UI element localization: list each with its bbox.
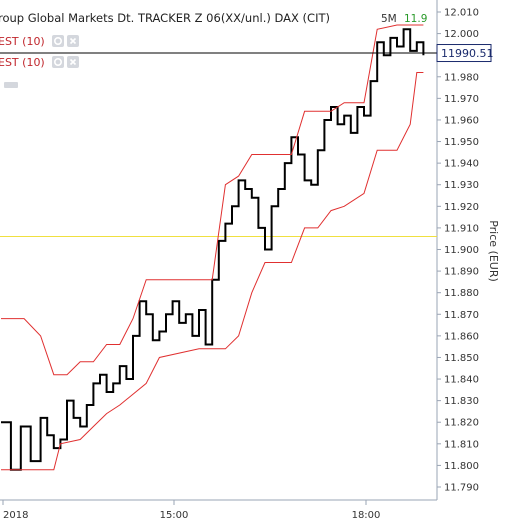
y-tick-label: 11.970 [444, 94, 479, 105]
legend-row-1: EST (10) [0, 35, 79, 48]
price-flag: 11990.51 [436, 44, 494, 63]
chart-title: roup Global Markets Dt. TRACKER Z 06(XX/… [0, 11, 330, 25]
y-tick-label: 11.800 [444, 461, 479, 472]
x-axis-ticks: 2018 15:00 18:00 [2, 500, 381, 521]
change-value: 11.9 [404, 13, 427, 25]
y-tick-label: 11.810 [444, 439, 479, 450]
y-tick-label: 11.950 [444, 137, 479, 148]
settings-icon[interactable] [52, 56, 64, 68]
y-tick-label: 11.870 [444, 310, 479, 321]
close-icon[interactable] [67, 35, 79, 47]
y-tick-label: 11.930 [444, 180, 479, 191]
y-tick-label: 11.980 [444, 72, 479, 83]
x-tick-label: 18:00 [352, 510, 381, 521]
x-tick-label: 15:00 [160, 510, 189, 521]
legend-label-1: EST (10) [0, 35, 45, 48]
lower-band-series-line [1, 72, 424, 471]
price-flag-box [436, 44, 492, 63]
y-tick-label: 11.900 [444, 245, 479, 256]
y-tick-label: 11.940 [444, 159, 479, 170]
y-tick-label: 11.850 [444, 353, 479, 364]
y-tick-label: 11.790 [444, 483, 479, 494]
x-tick-label: 2018 [3, 510, 28, 521]
legend-label-2: EST (10) [0, 56, 45, 69]
price-series-line [1, 28, 425, 471]
y-tick-label: 11.890 [444, 267, 479, 278]
y-tick-label: 12.000 [444, 29, 479, 40]
y-tick-label: 11.880 [444, 288, 479, 299]
y-tick-label: 11.920 [444, 202, 479, 213]
settings-icon[interactable] [52, 35, 64, 47]
y-tick-label: 11.960 [444, 115, 479, 126]
y-tick-label: 11.840 [444, 375, 479, 386]
series-layer [1, 24, 425, 471]
y-tick-label: 11.910 [444, 223, 479, 234]
upper-band-series-line [1, 24, 424, 376]
legend-dots-icon [4, 82, 18, 88]
y-axis-label: Price (EUR) [487, 220, 500, 282]
y-tick-label: 11.860 [444, 331, 479, 342]
y-tick-label: 11.820 [444, 418, 479, 429]
legend-row-2: EST (10) [0, 56, 79, 69]
y-tick-label: 12.010 [444, 8, 479, 19]
y-tick-label: 11.830 [444, 396, 479, 407]
y-axis-ticks: 12.01012.00011.99011.98011.97011.96011.9… [437, 8, 479, 494]
price-flag-value: 11990.51 [441, 47, 494, 60]
interval-label: 5M [381, 13, 397, 25]
close-icon[interactable] [67, 56, 79, 68]
